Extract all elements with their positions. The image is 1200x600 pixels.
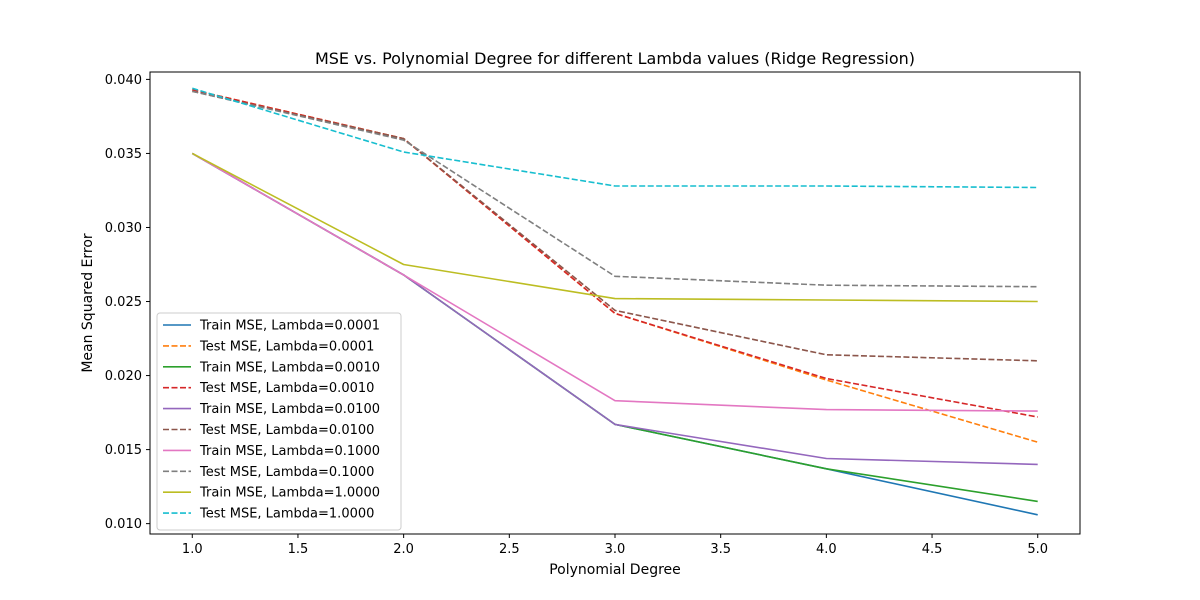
legend-label-4: Train MSE, Lambda=0.0100 <box>199 402 380 417</box>
plot-lines <box>191 87 1038 516</box>
x-axis-ticks: 1.0 1.5 2.0 2.5 3.0 3.5 4.0 4.5 5.0 <box>182 534 1048 557</box>
series-line-5 <box>192 90 1038 362</box>
series-line-8 <box>191 152 1038 303</box>
y-axis-ticks: 0.010 0.015 0.020 0.025 0.030 0.035 0.040 <box>105 73 150 532</box>
x-tick-label: 5.0 <box>1027 542 1048 557</box>
series-line-6 <box>191 152 1038 412</box>
x-tick-label: 2.0 <box>393 542 414 557</box>
y-axis-label: Mean Squared Error <box>80 233 96 373</box>
y-tick-label: 0.015 <box>105 443 142 458</box>
legend-label-3: Test MSE, Lambda=0.0010 <box>199 381 374 396</box>
y-tick-label: 0.035 <box>105 147 142 162</box>
x-tick-label: 4.0 <box>816 542 837 557</box>
legend-label-1: Test MSE, Lambda=0.0001 <box>199 339 374 354</box>
legend-label-0: Train MSE, Lambda=0.0001 <box>199 319 380 334</box>
legend-label-8: Train MSE, Lambda=1.0000 <box>199 486 380 501</box>
legend: Train MSE, Lambda=0.0001 Test MSE, Lambda… <box>156 312 402 531</box>
legend-label-7: Test MSE, Lambda=0.1000 <box>199 465 374 480</box>
legend-box <box>156 312 402 531</box>
x-tick-label: 4.5 <box>922 542 943 557</box>
y-tick-label: 0.025 <box>105 295 142 310</box>
legend-label-5: Test MSE, Lambda=0.0100 <box>199 423 374 438</box>
legend-label-6: Train MSE, Lambda=0.1000 <box>199 444 380 459</box>
x-tick-label: 1.0 <box>182 542 203 557</box>
legend-label-2: Train MSE, Lambda=0.0010 <box>199 360 380 375</box>
series-line-3 <box>192 89 1038 418</box>
y-tick-label: 0.020 <box>105 369 142 384</box>
x-axis-label: Polynomial Degree <box>549 562 681 578</box>
x-tick-label: 3.5 <box>710 542 731 557</box>
y-tick-label: 0.040 <box>105 73 142 88</box>
y-tick-label: 0.010 <box>105 517 142 532</box>
y-tick-label: 0.030 <box>105 221 142 236</box>
series-line-7 <box>192 90 1038 288</box>
x-tick-label: 3.0 <box>605 542 626 557</box>
x-tick-label: 1.5 <box>288 542 309 557</box>
series-line-9 <box>192 87 1038 189</box>
legend-label-9: Test MSE, Lambda=1.0000 <box>199 507 374 522</box>
chart-title: MSE vs. Polynomial Degree for different … <box>315 49 915 68</box>
x-tick-label: 2.5 <box>499 542 520 557</box>
